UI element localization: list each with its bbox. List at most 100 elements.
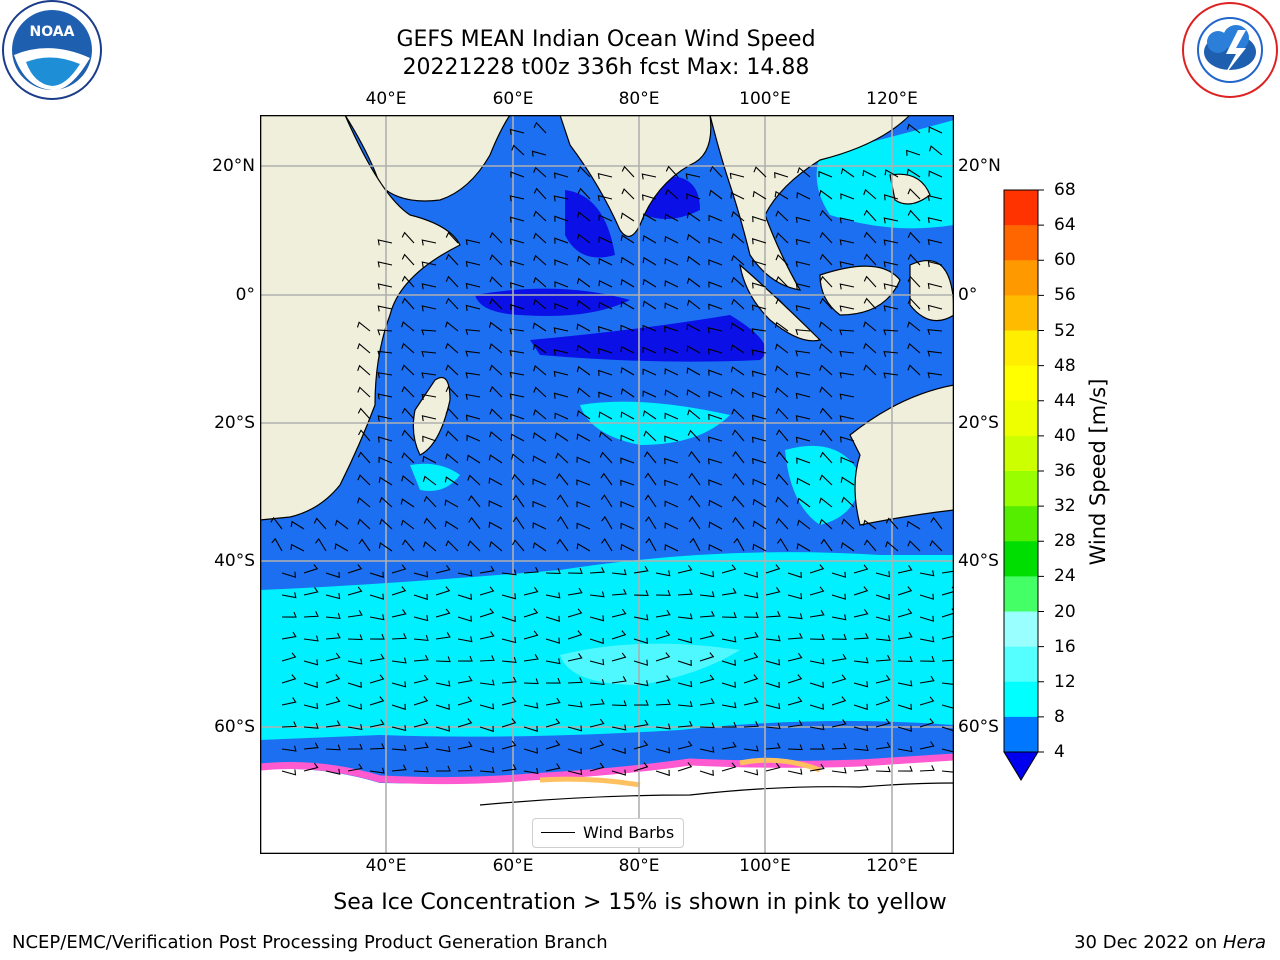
wind-barb xyxy=(413,718,429,728)
wind-barb xyxy=(598,258,613,266)
wind-barb xyxy=(391,657,407,664)
wind-barb xyxy=(743,674,759,684)
wind-barb xyxy=(554,215,569,222)
colorbar xyxy=(1003,189,1044,781)
sea-ice-edge xyxy=(260,753,954,785)
wind-barb xyxy=(641,173,657,180)
wind-barb xyxy=(642,213,657,222)
wind-barb xyxy=(775,232,789,244)
wind-barb xyxy=(633,740,649,750)
wind-barb xyxy=(642,410,657,420)
wind-barb xyxy=(664,213,679,222)
wind-barb xyxy=(479,565,495,574)
wind-barb xyxy=(402,539,415,552)
africa-land xyxy=(260,115,461,521)
wind-barb xyxy=(775,254,789,266)
wind-barb xyxy=(655,570,671,577)
wind-barb xyxy=(523,702,539,709)
wind-barb xyxy=(467,540,481,552)
wind-barb xyxy=(489,298,503,310)
wind-barb xyxy=(533,365,547,376)
wind-barb xyxy=(633,590,649,596)
wind-barb xyxy=(819,231,833,244)
wind-barb xyxy=(620,479,635,486)
wind-barb xyxy=(743,612,759,618)
wind-barb xyxy=(377,283,393,290)
colorbar-segment xyxy=(1004,646,1038,683)
wind-barb xyxy=(840,456,855,464)
wind-barb xyxy=(576,299,591,310)
wind-barb xyxy=(941,767,954,773)
wind-barb xyxy=(577,187,591,200)
gridlines xyxy=(260,115,954,854)
wind-barb xyxy=(435,745,451,753)
wind-barb xyxy=(819,407,833,420)
wind-barb xyxy=(377,436,393,443)
wind-barb xyxy=(501,637,517,644)
wind-barb xyxy=(601,515,613,530)
wind-barb xyxy=(721,612,737,618)
wind-barb xyxy=(633,614,649,621)
wind-barb xyxy=(512,539,525,552)
west-australia-patch xyxy=(785,445,860,525)
wind-barb xyxy=(567,701,583,708)
wind-barb xyxy=(884,169,899,178)
wind-barb xyxy=(567,608,583,618)
wind-barb xyxy=(501,764,517,772)
wind-barb xyxy=(620,345,635,354)
wind-barb xyxy=(533,187,547,200)
wind-barb xyxy=(391,564,407,574)
wind-barb xyxy=(795,260,811,268)
wind-barb xyxy=(927,329,943,335)
wind-barb xyxy=(509,350,525,357)
wind-barb xyxy=(642,256,657,266)
wind-barb xyxy=(787,674,803,684)
wind-barb xyxy=(787,652,803,662)
wind-barb xyxy=(907,297,921,310)
wind-barb xyxy=(325,768,341,775)
wind-barb xyxy=(809,703,825,710)
wind-barb xyxy=(576,365,591,376)
lat-label-right: 20°N xyxy=(958,156,1001,176)
wind-barb xyxy=(589,762,605,772)
india-land xyxy=(559,115,712,237)
colorbar-segment xyxy=(1004,295,1038,331)
wind-barb xyxy=(928,170,943,178)
wind-barb xyxy=(751,328,767,335)
wind-barb xyxy=(445,385,459,398)
colorbar-tick-label: 8 xyxy=(1054,706,1065,727)
wind-barb xyxy=(839,350,855,357)
wind-barb xyxy=(391,724,407,732)
wind-barb xyxy=(620,367,635,376)
wind-barb xyxy=(787,613,803,620)
wind-barb xyxy=(787,768,803,775)
wind-barb xyxy=(633,719,649,728)
legend-line-icon xyxy=(541,832,575,833)
wind-barb xyxy=(435,608,451,618)
wind-barb xyxy=(576,501,591,508)
wind-barb xyxy=(597,172,613,180)
borneo-land xyxy=(819,265,901,316)
wind-barb xyxy=(567,747,582,755)
wind-barb xyxy=(358,538,371,552)
wind-barb xyxy=(731,495,745,508)
wind-barb xyxy=(875,742,891,750)
wind-barb xyxy=(457,741,473,750)
wind-barb xyxy=(897,703,913,710)
wind-barb xyxy=(664,325,679,333)
wind-barb xyxy=(378,456,393,464)
wind-barb xyxy=(413,571,429,578)
wind-barb xyxy=(721,636,737,643)
wind-barb xyxy=(831,571,847,578)
wind-barb xyxy=(465,414,481,421)
footer-right: 30 Dec 2022 on Hera xyxy=(1074,932,1266,953)
wind-barb xyxy=(377,261,393,268)
wind-barb xyxy=(751,238,767,245)
wind-barb xyxy=(598,301,613,310)
wind-barb xyxy=(863,231,877,244)
wind-barb xyxy=(831,614,847,621)
wind-barb xyxy=(686,233,701,244)
wind-barb xyxy=(488,454,503,464)
wind-barb xyxy=(369,653,385,662)
colorbar-segment xyxy=(1004,365,1038,402)
